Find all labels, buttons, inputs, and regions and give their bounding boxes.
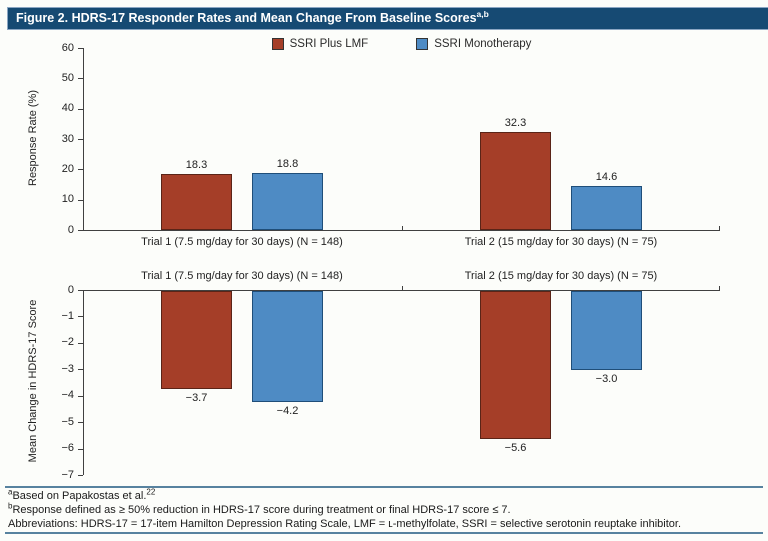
y-tick-label: 30: [61, 132, 74, 145]
footnote-abbreviations-text: Abbreviations: HDRS-17 = 17-item Hamilto…: [8, 518, 682, 531]
y-tick-mark: [78, 78, 83, 80]
bar-value-label: 14.6: [595, 170, 618, 183]
footnote-separator-rule: [5, 486, 763, 488]
category-label: Trial 2 (15 mg/day for 30 days) (N = 75): [464, 270, 658, 282]
y-tick-mark: [78, 230, 83, 231]
y-tick-mark: [78, 199, 83, 201]
chart-legend: SSRI Plus LMF SSRI Monotherapy: [83, 37, 720, 51]
bar-ssri-plus-lmf: [480, 132, 551, 230]
bar-ssri-monotherapy: [571, 291, 642, 371]
category-label: Trial 1 (7.5 mg/day for 30 days) (N = 14…: [141, 270, 343, 282]
y-axis-line: [83, 290, 84, 475]
bar-ssri-monotherapy: [571, 185, 642, 230]
y-tick-label: −6: [61, 442, 74, 455]
y-tick-mark: [78, 369, 83, 371]
y-tick-label: −1: [61, 309, 74, 322]
bar-value-label: −3.7: [185, 391, 208, 404]
footnote-b: bResponse defined as ≥ 50% reduction in …: [8, 501, 760, 517]
bar-ssri-plus-lmf: [161, 291, 232, 389]
y-tick-mark: [78, 475, 83, 476]
bar-value-label: 18.3: [185, 159, 208, 172]
category-label: Trial 2 (15 mg/day for 30 days) (N = 75): [464, 236, 658, 248]
y-tick-label: −4: [61, 389, 74, 402]
y-tick-mark: [78, 108, 83, 110]
bar-ssri-monotherapy: [252, 172, 323, 230]
y-tick-mark: [78, 342, 83, 344]
y-tick-label: 0: [67, 223, 74, 236]
bar-value-label: 18.8: [276, 157, 299, 170]
y-axis-line: [83, 48, 84, 230]
y-tick-label: 40: [61, 102, 74, 115]
figure-title: Figure 2. HDRS-17 Responder Rates and Me…: [16, 11, 477, 25]
y-tick-label: 50: [61, 71, 74, 84]
y-tick-mark: [78, 169, 83, 171]
bar-value-label: −3.0: [595, 373, 618, 386]
y-tick-label: −7: [61, 468, 74, 481]
y-tick-label: 10: [61, 193, 74, 206]
y-tick-label: 60: [61, 41, 74, 54]
footnote-a-text: Based on Papakostas et al.: [12, 490, 147, 502]
y-tick-mark: [78, 139, 83, 140]
legend-label-ssri-plus-lmf: SSRI Plus LMF: [289, 38, 369, 50]
y-axis-label-mean-change: Mean Change in HDRS-17 Score: [27, 299, 39, 463]
figure-title-bar: Figure 2. HDRS-17 Responder Rates and Me…: [7, 7, 768, 30]
x-tick-mark: [401, 226, 403, 230]
footnote-b-marker: b: [8, 501, 13, 511]
bar-value-label: −4.2: [276, 405, 299, 417]
bar-ssri-plus-lmf: [161, 174, 232, 230]
x-axis-line: [83, 230, 720, 231]
y-tick-label: −5: [61, 415, 74, 428]
x-tick-mark: [719, 226, 720, 230]
bar-value-label: 32.3: [504, 117, 527, 130]
y-tick-mark: [78, 316, 83, 318]
footnote-abbreviations: Abbreviations: HDRS-17 = 17-item Hamilto…: [8, 517, 760, 531]
y-tick-mark: [78, 395, 83, 397]
y-tick-label: 20: [61, 162, 74, 175]
y-tick-mark: [78, 448, 83, 450]
footnote-b-text: Response defined as ≥ 50% reduction in H…: [12, 504, 511, 517]
legend-label-ssri-monotherapy: SSRI Monotherapy: [434, 38, 532, 50]
category-label: Trial 1 (7.5 mg/day for 30 days) (N = 14…: [141, 236, 343, 248]
footnote-a-ref: 22: [146, 487, 156, 497]
y-tick-label: −2: [61, 336, 74, 349]
bar-ssri-monotherapy: [252, 291, 323, 402]
legend-swatch-ssri-plus-lmf-icon: [271, 38, 284, 50]
x-axis-line: [83, 290, 720, 291]
y-tick-mark: [78, 290, 83, 291]
y-tick-label: −3: [61, 362, 74, 375]
legend-item-ssri-monotherapy: SSRI Monotherapy: [416, 38, 531, 50]
x-tick-mark: [401, 286, 403, 290]
footnote-a: aBased on Papakostas et al.22: [8, 487, 760, 503]
legend-item-ssri-plus-lmf: SSRI Plus LMF: [271, 38, 369, 50]
bar-ssri-plus-lmf: [480, 291, 551, 439]
x-tick-mark: [719, 286, 720, 290]
legend-swatch-ssri-monotherapy-icon: [416, 38, 429, 50]
y-tick-mark: [78, 422, 83, 424]
footnote-a-marker: a: [8, 487, 13, 497]
bottom-border-rule: [5, 532, 763, 534]
bar-value-label: −5.6: [504, 442, 527, 454]
y-axis-label-response-rate: Response Rate (%): [27, 90, 39, 186]
figure-title-superscript: a,b: [476, 8, 489, 19]
footnotes: aBased on Papakostas et al.22 bResponse …: [8, 487, 760, 532]
y-tick-label: 0: [67, 283, 74, 296]
